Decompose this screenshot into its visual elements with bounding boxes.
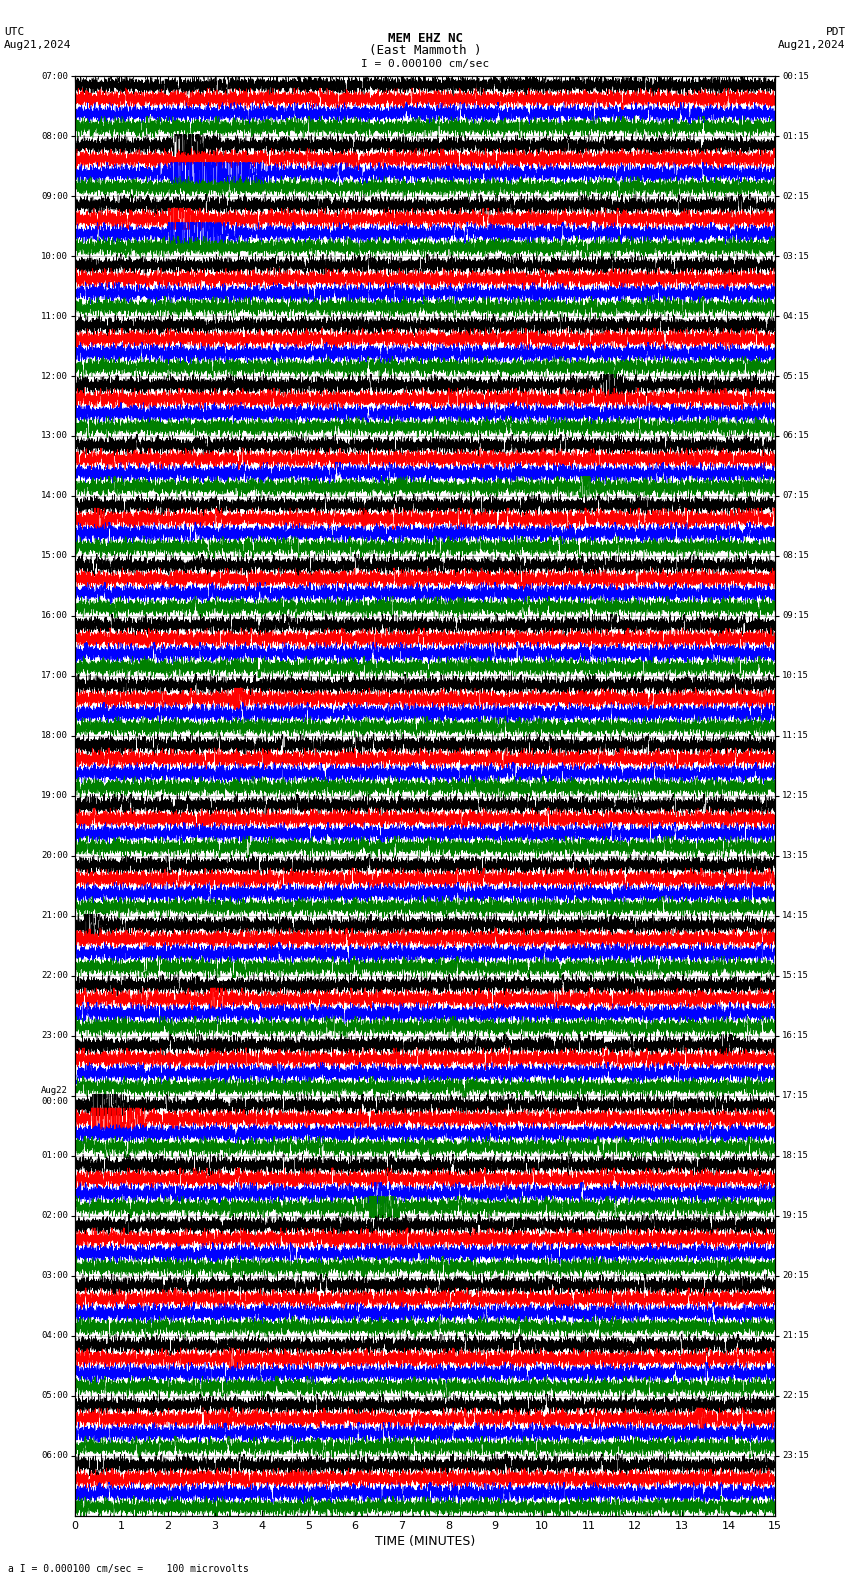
Text: MEM EHZ NC: MEM EHZ NC — [388, 32, 462, 44]
Text: a I = 0.000100 cm/sec =    100 microvolts: a I = 0.000100 cm/sec = 100 microvolts — [8, 1565, 249, 1574]
Text: UTC: UTC — [4, 27, 25, 36]
Text: (East Mammoth ): (East Mammoth ) — [369, 44, 481, 57]
Text: PDT: PDT — [825, 27, 846, 36]
X-axis label: TIME (MINUTES): TIME (MINUTES) — [375, 1535, 475, 1548]
Text: Aug21,2024: Aug21,2024 — [779, 40, 846, 49]
Text: I = 0.000100 cm/sec: I = 0.000100 cm/sec — [361, 59, 489, 68]
Text: Aug21,2024: Aug21,2024 — [4, 40, 71, 49]
